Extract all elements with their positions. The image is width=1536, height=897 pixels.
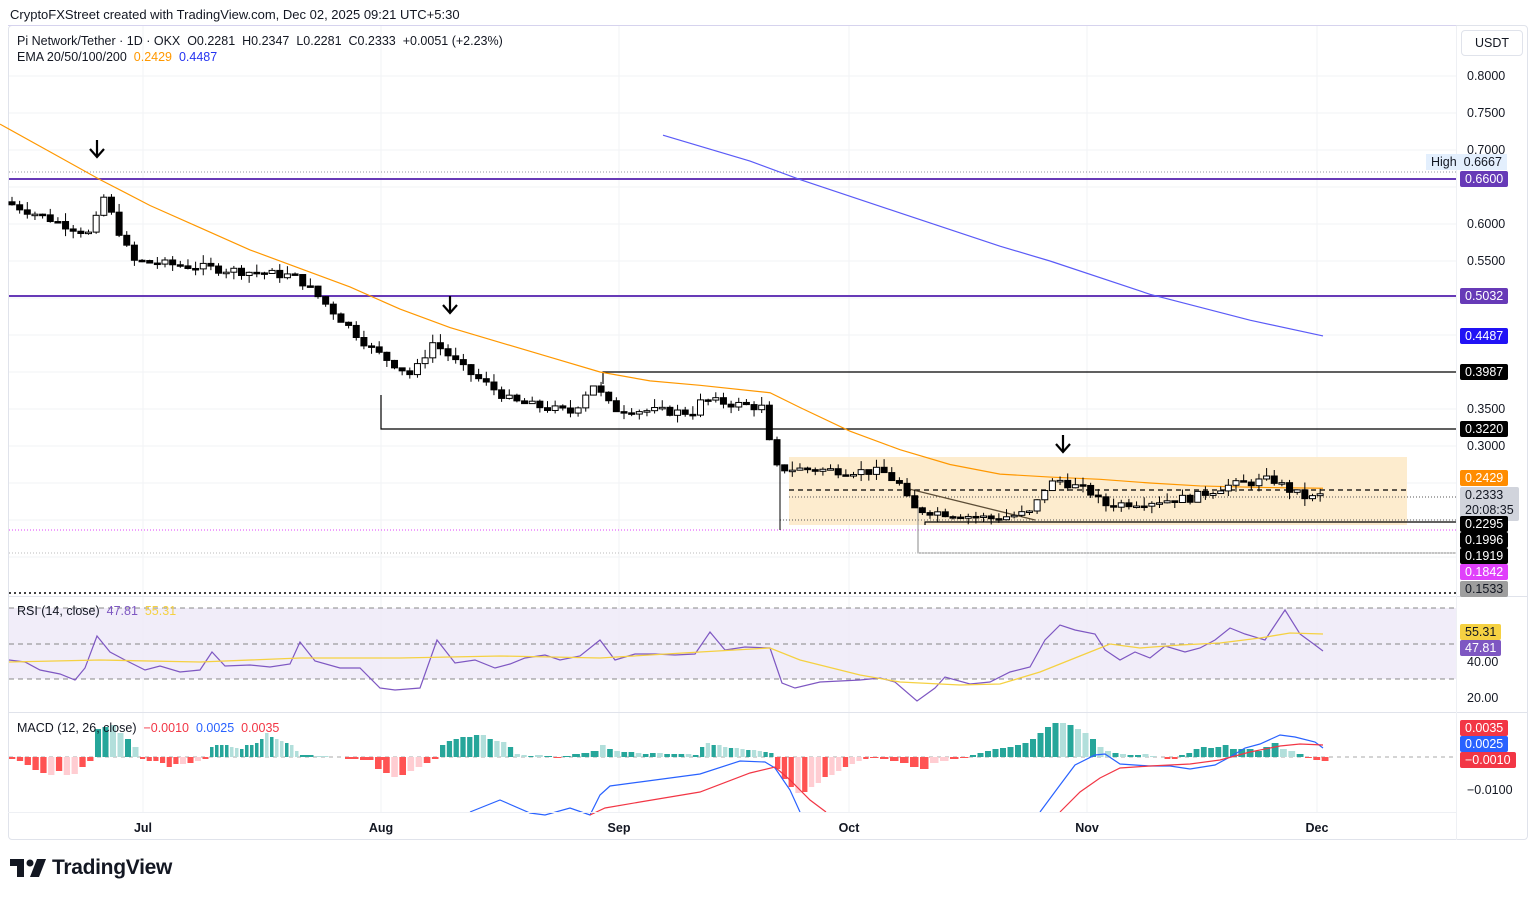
high-value: 0.6667 — [1463, 155, 1502, 169]
main-legend: Pi Network/Tether · 1D · OKX O0.2281 H0.… — [17, 33, 503, 65]
price-tick: 0.5500 — [1467, 254, 1506, 268]
legend-change: +0.0051 (+2.23%) — [402, 34, 503, 48]
legend-low: L0.2281 — [296, 34, 342, 48]
rsi-value: 47.81 — [106, 604, 138, 618]
ema-legend-label[interactable]: EMA 20/50/100/200 — [17, 50, 127, 64]
time-label: Aug — [368, 821, 394, 835]
price-tick: 0.3500 — [1467, 402, 1506, 416]
time-label: Jul — [133, 821, 153, 835]
rsi-tag: 47.81 — [1460, 640, 1502, 656]
price-tick: 0.7000 — [1467, 143, 1506, 157]
bar-countdown: 20:08:35 — [1465, 503, 1514, 517]
frame-top-border — [8, 25, 1456, 26]
time-label: Sep — [607, 821, 631, 835]
macd-label[interactable]: MACD (12, 26, close) — [17, 721, 137, 735]
level-tag: 0.1533 — [1460, 581, 1509, 597]
level-tag: 0.6600 — [1460, 171, 1509, 187]
ema200-value: 0.4487 — [178, 50, 218, 64]
rsi-legend: RSI (14, close) 47.81 55.31 — [17, 604, 176, 618]
ema20-tag: 0.2429 — [1460, 470, 1509, 486]
logo-text: TradingView — [52, 856, 173, 879]
ema200-tag: 0.4487 — [1460, 328, 1509, 344]
legend-high: H0.2347 — [242, 34, 290, 48]
price-tick: 0.8000 — [1467, 69, 1506, 83]
high-label-text: High — [1431, 155, 1457, 169]
ema20-value: 0.2429 — [133, 50, 172, 64]
currency-button[interactable]: USDT — [1461, 30, 1523, 56]
time-label: Nov — [1075, 821, 1099, 835]
level-tag: 0.1996 — [1460, 532, 1509, 548]
macd-tick: −0.0100 — [1467, 783, 1513, 797]
time-axis-border — [8, 812, 1456, 813]
level-tag: 0.3220 — [1460, 421, 1509, 437]
tradingview-logo-icon — [10, 859, 46, 877]
pane-divider-rsi[interactable] — [8, 596, 1527, 597]
legend-open: O0.2281 — [187, 34, 236, 48]
level-tag: 0.5032 — [1460, 288, 1509, 304]
chart-attribution: CryptoFXStreet created with TradingView.… — [10, 7, 460, 22]
last-price: 0.2333 — [1465, 488, 1504, 502]
level-tag: 0.1919 — [1460, 548, 1509, 564]
price-tick: 0.6000 — [1467, 217, 1506, 231]
price-tick: 0.7500 — [1467, 106, 1506, 120]
macd-line-tag: 0.0025 — [1460, 736, 1509, 752]
high-marker: High 0.6667 — [1426, 154, 1507, 170]
rsi-ma-tag: 55.31 — [1460, 624, 1502, 640]
pane-divider-macd[interactable] — [8, 712, 1527, 713]
level-tag: 0.3987 — [1460, 364, 1509, 380]
level-tag: 0.1842 — [1460, 564, 1509, 580]
rsi-ma-value: 55.31 — [144, 604, 177, 618]
legend-symbol[interactable]: Pi Network/Tether · 1D · OKX — [17, 34, 181, 48]
macd-signal-value: 0.0035 — [241, 721, 280, 735]
rsi-tick: 20.00 — [1467, 691, 1499, 705]
macd-legend: MACD (12, 26, close) −0.0010 0.0025 0.00… — [17, 721, 279, 735]
time-label: Oct — [838, 821, 860, 835]
rsi-tick: 40.00 — [1467, 655, 1499, 669]
time-label: Dec — [1305, 821, 1329, 835]
last-price-tag: 0.2333 20:08:35 — [1460, 487, 1519, 521]
macd-hist-tag: −0.0010 — [1460, 752, 1516, 768]
legend-close: C0.2333 — [348, 34, 396, 48]
rsi-label[interactable]: RSI (14, close) — [17, 604, 100, 618]
price-axis[interactable] — [1456, 26, 1528, 840]
level-tag: 0.2295 — [1460, 516, 1509, 532]
price-tick: 0.3000 — [1467, 439, 1506, 453]
macd-line-value: 0.0025 — [195, 721, 235, 735]
macd-signal-tag: 0.0035 — [1460, 720, 1509, 736]
tradingview-logo[interactable]: TradingView — [10, 856, 172, 880]
macd-hist-value: −0.0010 — [143, 721, 189, 735]
